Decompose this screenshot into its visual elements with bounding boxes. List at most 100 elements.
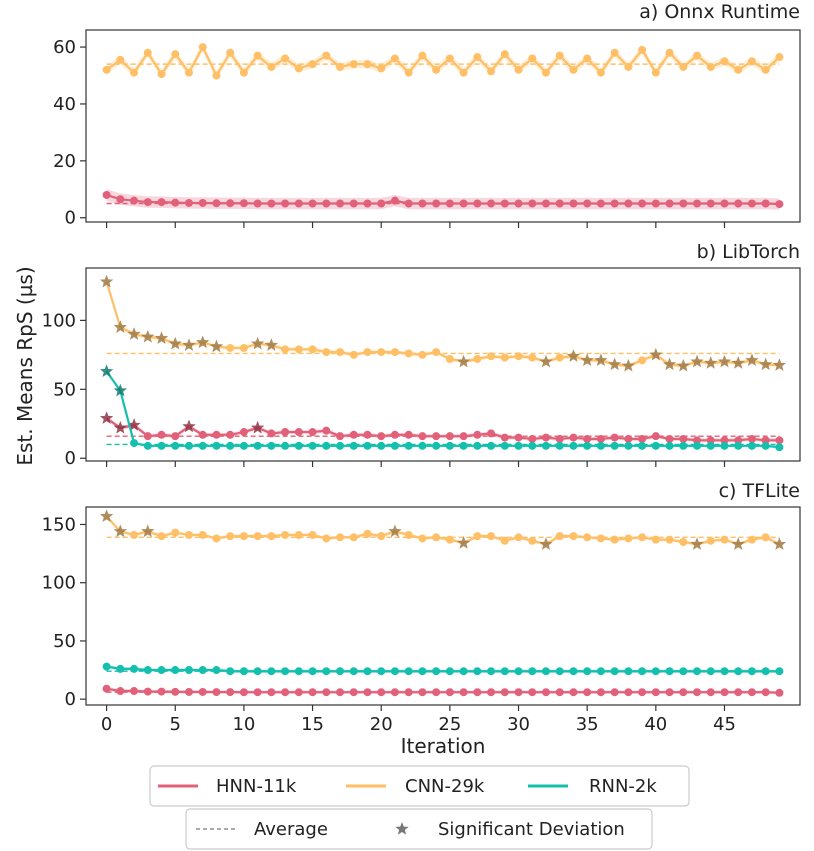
data-point [775,436,784,445]
data-point [624,688,633,697]
data-point [706,441,715,450]
panel-title-libtorch: b) LibTorch [697,241,800,263]
data-point [473,53,482,62]
data-point [404,441,413,450]
data-point [720,57,729,66]
data-point [583,688,592,697]
data-point [432,348,441,357]
data-point [294,345,303,354]
data-point [706,62,715,71]
data-point [212,666,221,675]
data-point [706,536,715,545]
data-point [226,667,235,676]
data-point [390,441,399,450]
data-point [459,688,468,697]
data-point [432,533,441,542]
data-point [734,199,743,208]
data-point [706,199,715,208]
data-point [226,199,235,208]
data-point [418,432,427,441]
data-point [267,199,276,208]
y-tick-label: 0 [65,448,76,469]
data-point [281,530,290,539]
data-point [445,688,454,697]
deviation-star [264,338,279,351]
data-point [363,441,372,450]
data-point [336,62,345,71]
data-point [281,54,290,63]
data-point [171,432,180,441]
panel-title-onnx: a) Onnx Runtime [639,1,800,23]
data-point [775,53,784,62]
data-point [226,430,235,439]
data-point [665,535,674,544]
data-point [665,441,674,450]
data-point [610,441,619,450]
data-point [624,667,633,676]
data-point [473,430,482,439]
data-point [377,432,386,441]
data-point [665,688,674,697]
data-point [651,535,660,544]
data-point [349,430,358,439]
data-point [308,60,317,69]
data-point [157,430,166,439]
series-rnn-2k [102,662,784,676]
data-point [638,45,647,54]
data-point [693,441,702,450]
data-point [198,530,207,539]
data-point [569,199,578,208]
y-tick-label: 0 [65,689,76,710]
data-point [198,430,207,439]
data-point [418,667,427,676]
data-point [610,433,619,442]
legend-label-average: Average [254,819,328,840]
data-point [253,51,262,60]
data-point [761,533,770,542]
data-point [349,688,358,697]
data-point [445,667,454,676]
data-point [459,68,468,77]
data-point [775,688,784,697]
data-point [610,667,619,676]
data-point [308,667,317,676]
data-point [514,433,523,442]
data-point [281,199,290,208]
data-point [308,428,317,437]
data-point [528,536,537,545]
data-point [418,199,427,208]
data-point [720,441,729,450]
data-point [294,199,303,208]
data-point [322,534,331,543]
deviation-star [113,524,127,538]
data-point [377,667,386,676]
data-point [638,533,647,542]
deviation-star [196,335,210,349]
data-point [459,441,468,450]
data-point [390,196,399,205]
y-axis-title: Est. Means RpS (µs) [13,266,37,465]
data-point [624,62,633,71]
data-point [487,667,496,676]
data-point [651,441,660,450]
data-point [734,436,743,445]
data-point [445,432,454,441]
data-point [514,199,523,208]
data-point [322,348,331,357]
data-point [157,687,166,696]
data-point [706,436,715,445]
deviation-star [594,353,608,367]
data-point [487,441,496,450]
data-point [322,426,331,435]
data-point [569,667,578,676]
data-point [198,687,207,696]
data-point [679,434,688,443]
data-point [624,199,633,208]
series-hnn-11k [99,411,784,445]
data-point [336,533,345,542]
data-point [184,530,193,539]
data-point [294,428,303,437]
data-point [596,434,605,443]
data-point [198,198,207,207]
data-point [294,530,303,539]
